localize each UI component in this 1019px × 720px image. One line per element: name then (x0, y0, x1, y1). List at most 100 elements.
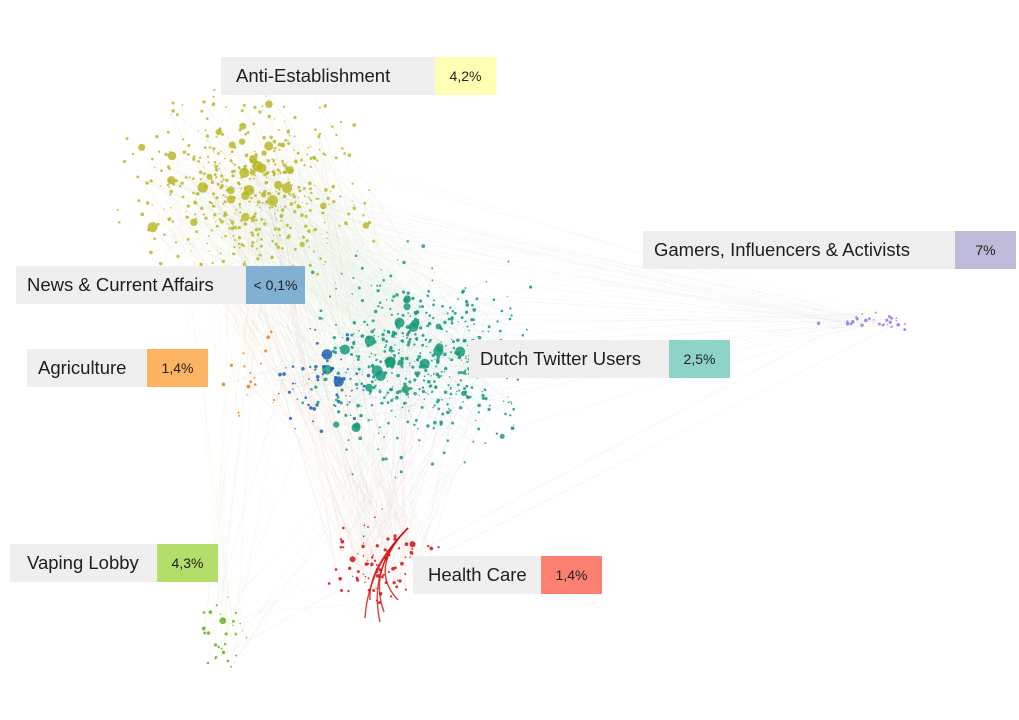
network-node (434, 365, 437, 368)
network-node (168, 186, 171, 188)
network-node (431, 267, 434, 270)
network-node (360, 299, 365, 303)
network-node (410, 319, 420, 328)
network-node (151, 157, 154, 161)
network-node (481, 330, 484, 333)
network-node (249, 188, 253, 192)
network-node (303, 163, 306, 167)
network-node (362, 555, 365, 557)
network-node (444, 366, 448, 371)
network-node (228, 227, 231, 230)
network-node (215, 175, 218, 179)
network-node (213, 160, 217, 164)
network-node (396, 259, 399, 261)
network-node (378, 426, 381, 429)
network-node (227, 596, 229, 598)
network-node (378, 568, 382, 572)
network-node (477, 335, 482, 340)
network-node (396, 319, 400, 323)
network-node (218, 167, 221, 170)
network-node (116, 208, 119, 212)
network-node (221, 133, 225, 136)
network-node (334, 282, 337, 284)
network-node (362, 222, 370, 229)
network-node (428, 340, 431, 344)
network-node (404, 588, 407, 591)
network-node (356, 358, 360, 361)
network-node (362, 542, 365, 544)
network-node (391, 299, 394, 302)
network-node (357, 553, 359, 555)
network-node (272, 139, 277, 144)
network-node (267, 114, 271, 119)
network-node (294, 382, 297, 385)
label-vaping-lobby: Vaping Lobby 4,3% (10, 544, 218, 582)
network-node (452, 346, 456, 350)
network-node (298, 205, 302, 209)
network-node (272, 159, 275, 163)
network-node (271, 239, 274, 243)
network-node (253, 212, 257, 216)
network-node (245, 636, 248, 639)
network-node (296, 151, 300, 155)
network-node (352, 123, 357, 127)
network-node (312, 250, 316, 253)
network-node (239, 622, 241, 625)
network-node (339, 195, 342, 198)
network-node (381, 337, 384, 340)
network-node (500, 309, 504, 313)
network-node (453, 311, 457, 315)
network-node (328, 203, 330, 206)
network-node (408, 337, 412, 341)
network-node (308, 196, 310, 198)
network-node (258, 227, 262, 231)
network-node (365, 383, 373, 392)
network-node (389, 345, 393, 349)
network-node (362, 214, 365, 217)
network-node (430, 375, 432, 377)
network-node (401, 313, 405, 317)
network-node (250, 244, 254, 248)
network-node (332, 404, 335, 406)
network-node (228, 141, 236, 149)
network-node (338, 577, 343, 581)
network-node (118, 221, 121, 224)
network-node (504, 412, 507, 416)
network-node (122, 159, 126, 164)
network-node (160, 169, 163, 173)
network-node (339, 120, 343, 124)
network-node (281, 159, 284, 163)
network-node (442, 451, 446, 455)
network-node (235, 208, 238, 211)
network-node (345, 371, 347, 374)
network-node (307, 146, 310, 149)
network-node (445, 344, 447, 347)
network-node (439, 326, 442, 329)
network-node (462, 338, 467, 343)
network-node (309, 145, 312, 148)
network-node (280, 209, 284, 212)
network-node (256, 257, 260, 261)
network-node (254, 153, 258, 156)
network-node (231, 174, 235, 178)
network-node (315, 272, 320, 276)
network-node (224, 632, 228, 636)
network-node (340, 272, 343, 275)
network-node (437, 407, 441, 411)
network-node (315, 403, 319, 407)
network-node (251, 234, 254, 238)
network-node (391, 333, 396, 337)
network-node (370, 363, 375, 368)
label-gamers-influencers-activists: Gamers, Influencers & Activists 7% (643, 231, 1016, 269)
network-node (429, 546, 434, 551)
network-node (361, 544, 365, 549)
network-node (229, 363, 233, 367)
network-node (401, 367, 404, 369)
network-node (324, 188, 328, 192)
network-node (293, 247, 297, 251)
network-node (208, 610, 213, 614)
network-node (171, 101, 175, 105)
network-node (441, 304, 444, 308)
network-node (404, 401, 407, 405)
network-node (277, 187, 279, 190)
